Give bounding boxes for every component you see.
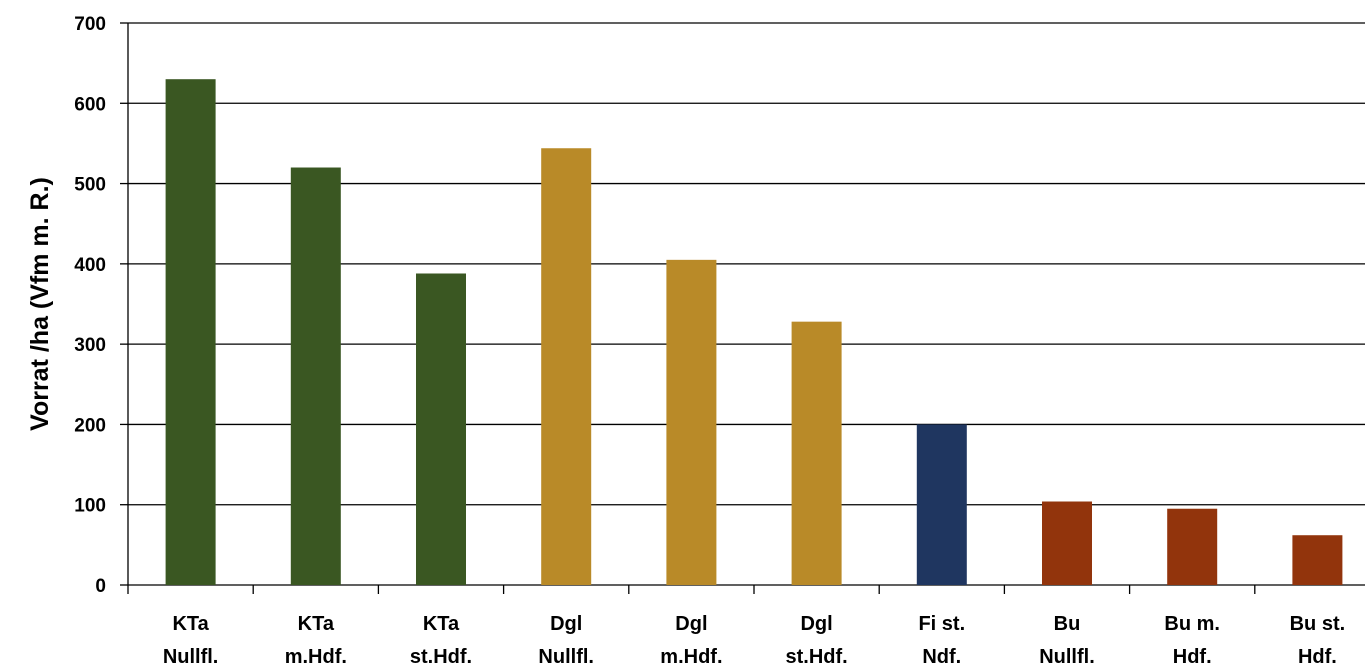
y-axis-label: Vorrat /ha (Vfm m. R.) bbox=[26, 177, 54, 431]
bar bbox=[791, 321, 842, 585]
x-tick-label: KTa m.Hdf. bbox=[285, 613, 347, 668]
x-tick-label: KTa st.Hdf. bbox=[410, 613, 472, 668]
bar bbox=[1042, 501, 1092, 585]
bar bbox=[1167, 508, 1218, 585]
y-tick-labels: 0 100 200 300 400 500 600 700 bbox=[74, 14, 106, 597]
bar bbox=[666, 259, 717, 585]
bar bbox=[1292, 535, 1343, 585]
x-tick-labels: KTa Nullfl. KTa m.Hdf. KTa st.Hdf. Dgl Nullfl. D… bbox=[163, 613, 1345, 668]
x-tick-label: KTa Nullfl. bbox=[163, 613, 219, 668]
bar bbox=[290, 167, 341, 585]
x-tick-label: Bu st. Hdf. bbox=[1290, 613, 1346, 668]
x-tick-label: Dgl Nullfl. bbox=[538, 613, 594, 668]
bar bbox=[416, 273, 466, 585]
x-tick-label: Dgl st.Hdf. bbox=[785, 613, 847, 668]
x-tick-label: Dgl m.Hdf. bbox=[660, 613, 722, 668]
bars bbox=[165, 79, 1343, 585]
x-tick-label: Fi st. Ndf. bbox=[918, 613, 965, 668]
y-tick-label: 400 bbox=[74, 255, 106, 276]
y-tick-label: 300 bbox=[74, 335, 106, 356]
y-tick-label: 500 bbox=[74, 175, 106, 196]
bar bbox=[541, 148, 592, 585]
y-tick-label: 200 bbox=[74, 415, 106, 436]
bar bbox=[916, 424, 967, 585]
y-tick-label: 100 bbox=[74, 496, 106, 517]
y-tick-label: 700 bbox=[74, 14, 106, 35]
x-tick-label: Bu m. Hdf. bbox=[1164, 613, 1220, 668]
x-tick-label: Bu Nullfl. bbox=[1039, 613, 1095, 668]
y-tick-label: 0 bbox=[95, 576, 106, 597]
y-tick-label: 600 bbox=[74, 94, 106, 115]
bar bbox=[165, 79, 216, 585]
